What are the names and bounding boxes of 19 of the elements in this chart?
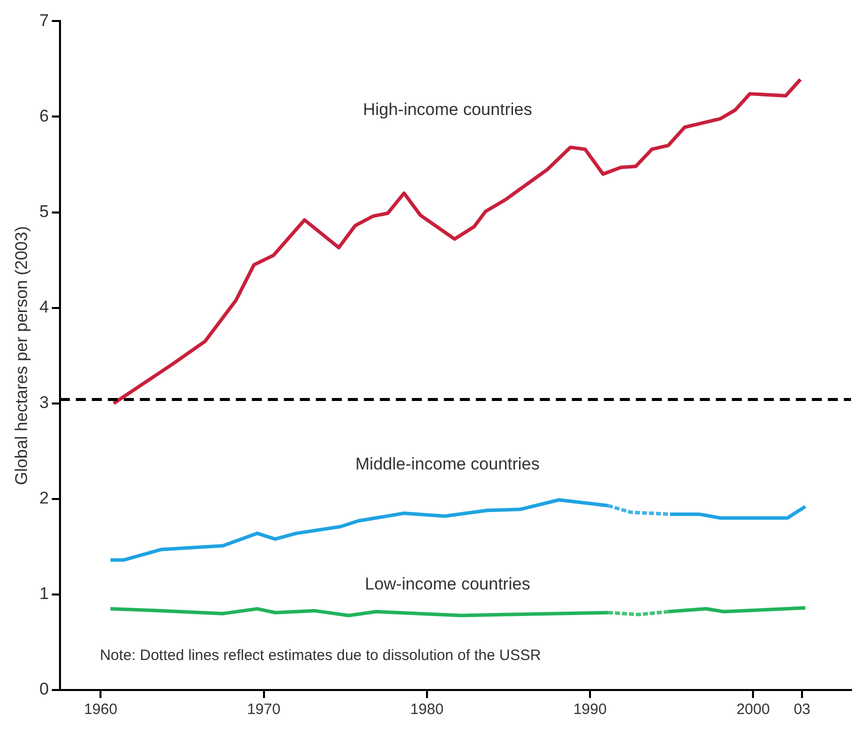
- series-label: Low-income countries: [364, 574, 530, 594]
- text: High-income countries: [362, 100, 532, 119]
- x-tick-label: 1990: [573, 701, 607, 718]
- x-tick-label: 03: [794, 701, 810, 718]
- y-tick-label: 4: [39, 298, 49, 317]
- y-tick-label: 5: [39, 202, 49, 221]
- y-tick-label: 7: [39, 10, 49, 30]
- series-label: Middle-income countries: [355, 454, 540, 474]
- x-tick-label: 2000: [736, 701, 770, 718]
- y-axis-title: Global hectares per person (2003): [12, 226, 31, 486]
- x-tick-label: 1970: [247, 701, 280, 718]
- y-tick-label: 6: [39, 106, 49, 126]
- y-tick-label: 1: [39, 584, 49, 604]
- y-tick-label: 3: [39, 393, 49, 412]
- x-tick-label: 1960: [84, 701, 118, 718]
- y-tick-label: 0: [39, 680, 49, 699]
- y-tick-label: 2: [39, 488, 49, 508]
- annotation: Note: Dotted lines reflect estimates due to dissolution of the USSR: [100, 647, 542, 664]
- x-tick-label: 1980: [410, 701, 444, 718]
